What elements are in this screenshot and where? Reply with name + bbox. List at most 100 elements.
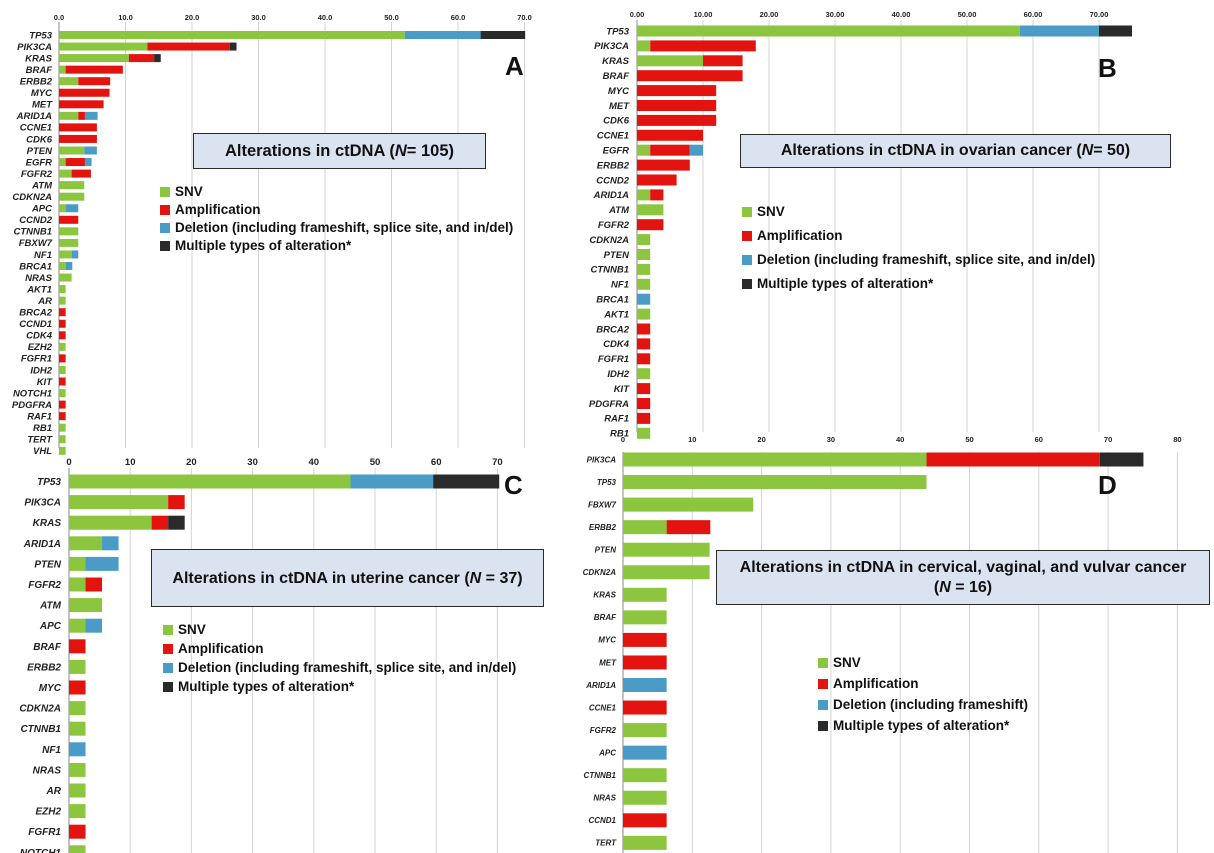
chart-b-bar-amplification	[637, 100, 717, 111]
chart-b-bar-snv	[637, 249, 651, 260]
chart-d-bar-amplification	[623, 655, 667, 670]
chart-d-bar-amplification	[666, 520, 711, 535]
chart-d-bar-deletion	[623, 678, 667, 692]
chart-a-bar-snv	[59, 111, 79, 120]
chart-b-category-label: NF1	[611, 280, 629, 291]
chart-b-bar-deletion	[689, 144, 703, 156]
chart-d-bar-snv	[623, 587, 667, 602]
chart-b-bottom-tick-label: 50	[965, 435, 973, 444]
chart-a-bar-amplification	[59, 400, 66, 409]
chart-a-bar-snv	[59, 262, 66, 270]
chart-b-category-label: FGFR2	[598, 220, 630, 231]
chart-a-bar-amplification	[128, 54, 155, 63]
chart-b-bar-amplification	[637, 129, 703, 141]
chart-d-legend-label: Multiple types of alteration*	[833, 718, 1010, 733]
chart-a-bar-deletion	[404, 31, 481, 39]
chart-b-legend-item: Deletion (including frameshift, splice s…	[742, 248, 1095, 272]
chart-b-category-label: CDK4	[603, 339, 630, 350]
chart-b-bar-snv	[637, 368, 651, 380]
chart-d-bar-snv	[623, 520, 667, 535]
chart-a-category-label: EGFR	[26, 157, 53, 168]
chart-d-title: Alterations in ctDNA in cervical, vagina…	[716, 550, 1210, 605]
chart-a-tick-label: 20.0	[185, 13, 200, 22]
chart-d-legend-item: Deletion (including frameshift)	[818, 694, 1028, 715]
chart-b-bar-snv	[637, 263, 651, 275]
chart-b-bar-amplification	[637, 174, 677, 186]
chart-b-legend-swatch	[742, 231, 752, 241]
chart-a-category-label: ATM	[31, 180, 53, 191]
chart-a-category-label: CCND1	[19, 319, 52, 330]
chart-c-bar-snv	[69, 762, 86, 777]
chart-a-bar-amplification	[59, 354, 66, 363]
chart-a-category-label: FGFR1	[21, 354, 52, 365]
chart-a-bar-deletion	[84, 146, 97, 155]
chart-b-category-label: PIK3CA	[594, 41, 629, 52]
chart-a-tick-label: 10.0	[118, 13, 133, 22]
chart-c-category-label: BRAF	[33, 642, 62, 653]
chart-a-bar-snv	[59, 446, 66, 455]
chart-d-bar-amplification	[926, 452, 1100, 467]
chart-c-legend-item: Amplification	[163, 639, 516, 658]
chart-d-bar-snv	[623, 610, 667, 625]
chart-d-category-label: FBXW7	[588, 500, 617, 509]
chart-a-bar-amplification	[59, 331, 66, 340]
chart-a-category-label: CCNE1	[20, 123, 52, 134]
chart-c-category-label: PTEN	[34, 559, 61, 570]
chart-d-bar-multiple	[1099, 452, 1144, 467]
chart-a-category-label: BRAF	[26, 65, 53, 76]
chart-c-title-post: = 37)	[481, 569, 523, 587]
chart-panel-a: 0.0 10.0 20.0 30.0 40.0 50.0 60.0 70.0 TP53 PIK3C…	[0, 0, 605, 457]
chart-b-bar-snv	[637, 308, 651, 320]
chart-b-bar-amplification	[637, 219, 664, 231]
chart-a-bar-snv	[59, 31, 405, 39]
chart-c-bar-snv	[69, 659, 86, 674]
chart-b-category-label: MET	[609, 101, 630, 112]
chart-c-bar-snv	[69, 536, 103, 551]
chart-b-legend-item: Multiple types of alteration*	[742, 272, 1095, 296]
chart-c-category-label: NOTCH1	[20, 848, 62, 853]
chart-a-bar-snv	[59, 342, 66, 351]
chart-a-bar-amplification	[71, 169, 91, 178]
chart-c-tick-label: 50	[370, 457, 381, 468]
chart-a-title-n: N	[394, 141, 407, 160]
chart-d-category-label: CCNE1	[589, 703, 617, 712]
chart-b-bar-amplification	[650, 189, 664, 201]
chart-a-category-label: ARID1A	[16, 111, 53, 122]
chart-c-tick-label: 70	[492, 457, 503, 468]
chart-a-tick-label: 50.0	[384, 13, 399, 22]
chart-d-category-label: FGFR2	[590, 726, 617, 735]
chart-c-bar-deletion	[102, 536, 119, 551]
chart-a-bar-snv	[59, 285, 66, 294]
chart-a-bar-amplification	[78, 77, 111, 86]
chart-d-category-label: ARID1A	[585, 681, 616, 690]
chart-d-category-label: MET	[599, 658, 617, 667]
chart-b-bar-snv	[637, 427, 651, 439]
chart-a-bar-snv	[59, 365, 66, 374]
chart-c-bar-snv	[69, 618, 86, 633]
chart-b-bar-snv	[637, 25, 1020, 37]
chart-a-category-label: FGFR2	[21, 169, 53, 180]
chart-d-bar-snv	[623, 723, 667, 738]
chart-b-tick-label: 50.00	[958, 10, 977, 19]
chart-d-category-label: CCND1	[588, 816, 616, 825]
chart-c-bar-snv	[69, 556, 86, 571]
chart-c-category-label: FGFR2	[28, 580, 61, 591]
chart-a-bar-snv	[59, 158, 66, 167]
chart-c-bar-multiple	[433, 474, 500, 489]
chart-b-legend-item: Amplification	[742, 224, 1095, 248]
chart-c-category-label: EZH2	[35, 807, 61, 818]
chart-b-bar-multiple	[1099, 25, 1132, 37]
chart-a-bar-amplification	[59, 308, 66, 317]
chart-c-legend-swatch	[163, 681, 173, 692]
chart-c-category-label: CDKN2A	[19, 704, 61, 715]
chart-a-category-label: TP53	[29, 30, 52, 41]
chart-d-legend-swatch	[818, 678, 828, 689]
chart-a-category-label: TERT	[27, 435, 53, 446]
chart-b-category-label: BRCA1	[596, 295, 629, 306]
chart-b-bottom-tick-label: 40	[896, 435, 904, 444]
chart-d-bar-snv	[623, 452, 927, 467]
chart-a-legend-swatch	[160, 205, 170, 215]
chart-d-category-label: CDKN2A	[583, 568, 617, 577]
chart-d-category-label: CTNNB1	[584, 771, 617, 780]
chart-d-bar-snv	[623, 542, 710, 557]
